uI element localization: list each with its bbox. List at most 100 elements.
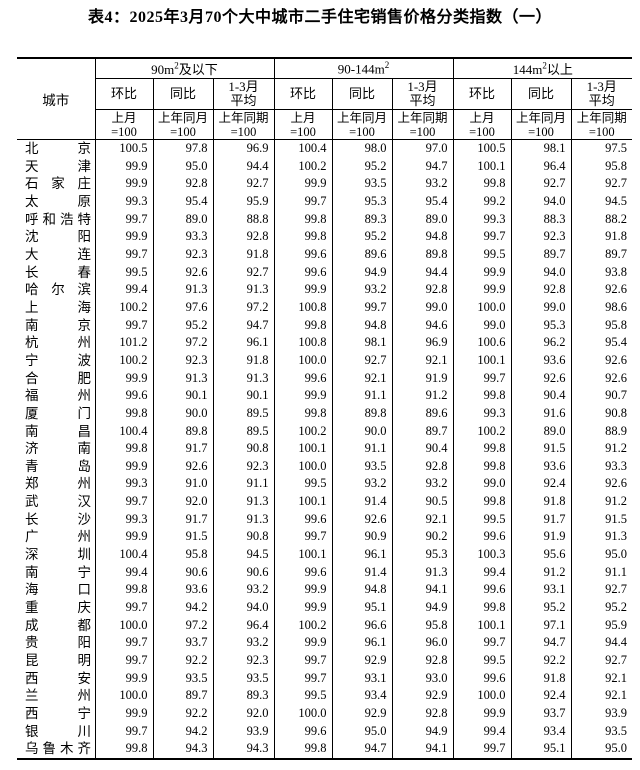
city-name-cell: 南昌 bbox=[17, 423, 95, 441]
value-cell: 92.9 bbox=[331, 652, 392, 670]
value-cell: 91.1 bbox=[212, 475, 274, 494]
city-name: 青岛 bbox=[25, 458, 91, 474]
value-cell: 92.6 bbox=[510, 369, 571, 388]
value-cell: 94.1 bbox=[391, 581, 453, 600]
value-cell: 96.1 bbox=[331, 634, 392, 653]
metric-header-avg: 1-3月 平均 bbox=[570, 78, 633, 110]
value-cell: 99.3 bbox=[452, 210, 511, 229]
value-cell: 101.2 bbox=[94, 334, 153, 352]
value-cell: 93.2 bbox=[391, 475, 453, 494]
value-cell: 98.6 bbox=[570, 298, 633, 317]
value-cell: 93.0 bbox=[391, 669, 453, 688]
value-cell: 92.7 bbox=[570, 581, 633, 600]
value-cell: 92.8 bbox=[152, 175, 213, 193]
value-cell: 92.8 bbox=[212, 228, 274, 246]
table-row: 福州 99.6 90.1 90.1 99.9 91.1 91.2 99.8 90… bbox=[17, 387, 633, 405]
value-cell: 89.3 bbox=[212, 687, 274, 705]
value-cell: 92.6 bbox=[570, 281, 633, 299]
value-cell: 99.7 bbox=[94, 634, 153, 653]
city-name: 福州 bbox=[25, 388, 91, 404]
value-cell: 90.9 bbox=[331, 528, 392, 547]
value-cell: 99.8 bbox=[273, 316, 332, 335]
value-cell: 90.1 bbox=[212, 387, 274, 405]
value-cell: 99.6 bbox=[452, 669, 511, 688]
value-cell: 89.5 bbox=[212, 422, 274, 441]
city-name: 大连 bbox=[25, 246, 91, 262]
value-cell: 93.6 bbox=[510, 457, 571, 476]
city-name: 兰州 bbox=[25, 688, 91, 704]
value-cell: 97.6 bbox=[152, 298, 213, 317]
value-cell: 91.7 bbox=[152, 510, 213, 529]
value-cell: 99.6 bbox=[452, 581, 511, 600]
value-cell: 89.6 bbox=[391, 404, 453, 423]
value-cell: 99.2 bbox=[452, 192, 511, 211]
value-cell: 92.6 bbox=[570, 369, 633, 388]
value-cell: 99.7 bbox=[452, 228, 511, 246]
value-cell: 93.2 bbox=[212, 634, 274, 653]
value-cell: 94.4 bbox=[212, 157, 274, 176]
value-cell: 92.1 bbox=[391, 351, 453, 370]
value-cell: 100.2 bbox=[273, 157, 332, 176]
value-cell: 99.6 bbox=[273, 722, 332, 741]
value-cell: 91.3 bbox=[212, 369, 274, 388]
value-cell: 97.2 bbox=[152, 616, 213, 635]
value-cell: 94.9 bbox=[331, 263, 392, 282]
value-cell: 97.2 bbox=[152, 334, 213, 352]
base-period-header-same-period: 上年同期 =100 bbox=[212, 109, 274, 140]
value-cell: 99.7 bbox=[273, 652, 332, 670]
table-row: 大连 99.7 92.3 91.8 99.6 89.6 89.8 99.5 89… bbox=[17, 245, 633, 264]
base-period-header-same-month: 上年同月 =100 bbox=[152, 109, 213, 140]
value-cell: 91.3 bbox=[212, 510, 274, 529]
city-name-cell: 西安 bbox=[17, 670, 95, 688]
value-cell: 100.1 bbox=[273, 546, 332, 564]
value-cell: 100.1 bbox=[452, 616, 511, 635]
city-name: 厦门 bbox=[25, 405, 91, 421]
city-name-cell: 南宁 bbox=[17, 564, 95, 582]
value-cell: 99.7 bbox=[273, 528, 332, 547]
value-cell: 93.2 bbox=[331, 475, 392, 494]
metric-header-yoy: 同比 bbox=[510, 78, 571, 110]
value-cell: 93.6 bbox=[152, 581, 213, 600]
value-cell: 91.3 bbox=[391, 563, 453, 582]
value-cell: 92.4 bbox=[510, 475, 571, 494]
value-cell: 99.9 bbox=[94, 669, 153, 688]
table-row: 哈尔滨 99.4 91.3 91.3 99.9 93.2 92.8 99.9 9… bbox=[17, 281, 633, 299]
value-cell: 100.4 bbox=[94, 546, 153, 564]
city-name-cell: 哈尔滨 bbox=[17, 281, 95, 299]
value-cell: 95.2 bbox=[510, 599, 571, 617]
table-row: 呼和浩特 99.7 89.0 88.8 99.8 89.3 89.0 99.3 … bbox=[17, 210, 633, 229]
header-row-metrics: 环比 同比 1-3月 平均 环比 同比 1-3月 平均 环比 同比 1-3月 平… bbox=[17, 78, 633, 110]
value-cell: 99.3 bbox=[94, 475, 153, 494]
city-name: 济南 bbox=[25, 441, 91, 457]
value-cell: 91.1 bbox=[331, 387, 392, 405]
value-cell: 92.6 bbox=[152, 263, 213, 282]
value-cell: 93.2 bbox=[391, 175, 453, 193]
value-cell: 99.7 bbox=[452, 740, 511, 759]
value-cell: 96.6 bbox=[331, 616, 392, 635]
value-cell: 93.5 bbox=[152, 669, 213, 688]
value-cell: 99.6 bbox=[273, 510, 332, 529]
value-cell: 94.5 bbox=[212, 546, 274, 564]
value-cell: 98.0 bbox=[331, 139, 392, 158]
value-cell: 95.3 bbox=[510, 316, 571, 335]
value-cell: 100.1 bbox=[273, 440, 332, 458]
value-cell: 89.0 bbox=[152, 210, 213, 229]
city-name: 成都 bbox=[25, 617, 91, 633]
city-name: 石家庄 bbox=[25, 176, 91, 192]
group-label-text: 90-144m bbox=[337, 61, 385, 77]
value-cell: 95.4 bbox=[391, 192, 453, 211]
value-cell: 92.7 bbox=[510, 175, 571, 193]
city-name-cell: 合肥 bbox=[17, 370, 95, 388]
value-cell: 95.0 bbox=[331, 722, 392, 741]
value-cell: 94.7 bbox=[510, 634, 571, 653]
value-cell: 97.5 bbox=[570, 139, 633, 158]
value-cell: 92.7 bbox=[212, 175, 274, 193]
value-cell: 93.5 bbox=[570, 722, 633, 741]
table-row: 天津 99.9 95.0 94.4 100.2 95.2 94.7 100.1 … bbox=[17, 157, 633, 176]
value-cell: 93.5 bbox=[212, 669, 274, 688]
value-cell: 99.5 bbox=[273, 475, 332, 494]
price-index-table: 城市 90m2及以下 90-144m2 144m2以上 环比 同比 1-3月 平… bbox=[17, 57, 633, 760]
city-name-cell: 长春 bbox=[17, 264, 95, 282]
value-cell: 99.8 bbox=[273, 404, 332, 423]
value-cell: 94.2 bbox=[152, 722, 213, 741]
